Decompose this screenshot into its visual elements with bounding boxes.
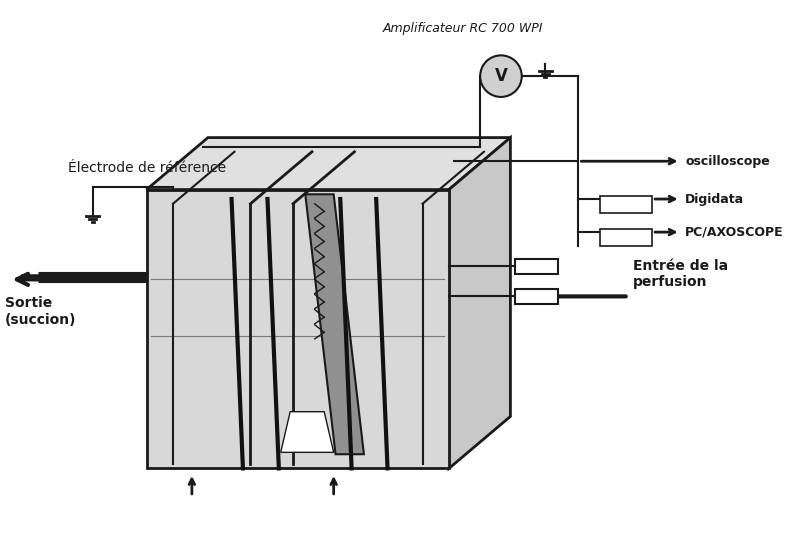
Polygon shape <box>306 194 364 454</box>
Text: Digidata: Digidata <box>685 193 745 206</box>
Bar <box>515 289 557 304</box>
Text: V: V <box>495 67 507 85</box>
Text: Sortie
(succion): Sortie (succion) <box>5 296 76 326</box>
Text: PC/AXOSCOPE: PC/AXOSCOPE <box>685 226 784 238</box>
Polygon shape <box>147 137 511 190</box>
Bar <box>600 229 652 246</box>
Text: Amplificateur RC 700 WPI: Amplificateur RC 700 WPI <box>383 22 543 35</box>
Text: oscilloscope: oscilloscope <box>685 155 770 168</box>
Polygon shape <box>449 137 511 468</box>
Polygon shape <box>151 199 445 463</box>
Circle shape <box>480 55 522 97</box>
Bar <box>147 190 449 468</box>
Text: Entrée de la
perfusion: Entrée de la perfusion <box>634 259 728 289</box>
Text: Électrode de référence: Électrode de référence <box>68 161 226 175</box>
Polygon shape <box>281 412 333 452</box>
Bar <box>515 259 557 274</box>
Bar <box>600 196 652 213</box>
